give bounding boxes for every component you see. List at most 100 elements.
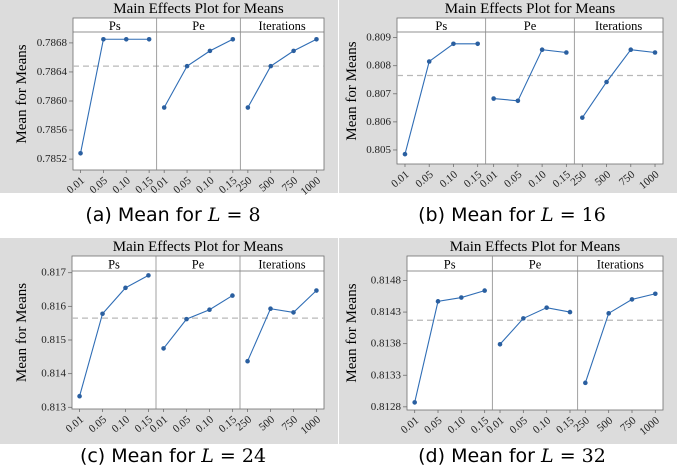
y-tick-label: 0.8128 — [371, 401, 402, 413]
y-tick-label: 0.8138 — [371, 338, 402, 350]
y-tick-label: 0.8133 — [371, 369, 402, 381]
y-tick-label: 0.808 — [366, 60, 391, 72]
data-point — [629, 297, 635, 302]
panel-header-label: Pe — [192, 19, 205, 33]
caption-equation: = 16 — [560, 204, 606, 226]
y-tick-label: 0.807 — [366, 88, 391, 100]
data-point — [101, 36, 106, 42]
data-point — [521, 316, 526, 321]
data-point — [583, 380, 588, 386]
subplot-caption: (b) Mean for L = 16 — [418, 204, 606, 226]
data-point — [606, 311, 611, 316]
data-point — [314, 288, 319, 293]
subplot-d: Main Effects Plot for Means Mean for Mean… — [339, 238, 677, 467]
series-line — [414, 290, 485, 403]
subplot-caption: (a) Mean for L = 8 — [85, 204, 260, 226]
data-point — [184, 63, 190, 69]
y-tick-label: 0.809 — [366, 32, 391, 44]
data-point — [402, 151, 408, 157]
caption-equation: = 32 — [560, 445, 606, 467]
data-point — [268, 63, 274, 69]
panel-header-label: Ps — [435, 19, 447, 33]
y-tick-label: 0.7856 — [37, 124, 68, 136]
y-axis-label: Mean for Means — [14, 44, 30, 143]
panel-header-label: Iterations — [597, 258, 644, 272]
data-point — [459, 295, 464, 300]
data-point — [491, 96, 496, 101]
subplot-c: Main Effects Plot for Means Mean for Mean… — [0, 238, 338, 467]
panel-header-label: Pe — [524, 19, 537, 33]
y-axis-label: Mean for Means — [14, 283, 30, 382]
plot-title: Main Effects Plot for Means — [113, 239, 284, 255]
series-line — [404, 43, 478, 155]
series-line — [79, 274, 149, 397]
caption-equation: = 24 — [220, 445, 266, 467]
subplot-a: Main Effects Plot for Means Mean for Mean… — [0, 0, 338, 226]
subplot-caption: (d) Mean for L = 32 — [418, 445, 606, 467]
panel-header-label: Iterations — [259, 19, 306, 33]
data-point — [230, 293, 235, 298]
subplot-caption: (c) Mean for L = 24 — [80, 445, 266, 467]
data-point — [123, 36, 129, 42]
data-point — [652, 50, 658, 55]
data-point — [100, 311, 105, 317]
data-point — [564, 50, 569, 55]
plot-area — [72, 17, 325, 171]
caption-prefix: (c) Mean for — [80, 445, 195, 467]
data-point — [207, 307, 212, 313]
data-point — [291, 310, 296, 315]
panel-header-label: Pe — [529, 258, 542, 272]
y-tick-label: 0.8148 — [371, 274, 402, 286]
data-point — [653, 291, 658, 297]
data-point — [207, 48, 213, 54]
data-point — [245, 105, 251, 110]
y-tick-label: 0.7852 — [37, 153, 67, 165]
y-tick-label: 0.805 — [366, 144, 391, 156]
data-point — [314, 36, 319, 42]
panel-header-label: Ps — [109, 19, 121, 33]
data-point — [482, 288, 487, 293]
caption-prefix: (d) Mean for — [418, 445, 535, 467]
series-line — [581, 49, 656, 118]
data-point — [539, 47, 545, 52]
y-tick-label: 0.8143 — [371, 306, 402, 318]
data-point — [567, 309, 573, 315]
plot-title: Main Effects Plot for Means — [450, 239, 621, 255]
data-point — [291, 48, 296, 54]
y-tick-label: 0.817 — [41, 267, 66, 279]
caption-variable: L — [200, 445, 214, 467]
caption-prefix: (a) Mean for — [85, 204, 202, 226]
caption-variable: L — [540, 204, 554, 226]
data-point — [230, 36, 236, 42]
plot-area — [406, 255, 664, 411]
plot-area — [396, 17, 664, 165]
y-tick-label: 0.7864 — [37, 66, 68, 78]
data-point — [245, 358, 250, 364]
y-axis-label: Mean for Means — [344, 41, 360, 140]
data-point — [412, 400, 417, 405]
data-point — [580, 115, 585, 120]
data-point — [604, 79, 609, 85]
panel-header-label: Pe — [192, 258, 205, 272]
data-point — [435, 299, 441, 304]
data-point — [515, 98, 521, 104]
y-tick-label: 0.816 — [41, 300, 66, 312]
caption-prefix: (b) Mean for — [418, 204, 535, 226]
series-line — [247, 38, 317, 108]
data-point — [451, 41, 456, 47]
data-point — [497, 341, 503, 347]
data-point — [544, 305, 549, 310]
data-point — [475, 41, 480, 47]
series-line — [499, 307, 571, 345]
panel-header-label: Iterations — [595, 19, 642, 33]
plot-title: Main Effects Plot for Means — [445, 1, 616, 17]
data-point — [268, 306, 273, 311]
subplot-b: Main Effects Plot for Means Mean for Mean… — [339, 0, 677, 226]
data-point — [146, 273, 151, 278]
series-line — [163, 295, 233, 349]
series-line — [493, 49, 567, 102]
data-point — [161, 346, 166, 351]
data-point — [161, 105, 167, 110]
y-tick-label: 0.814 — [41, 368, 66, 380]
